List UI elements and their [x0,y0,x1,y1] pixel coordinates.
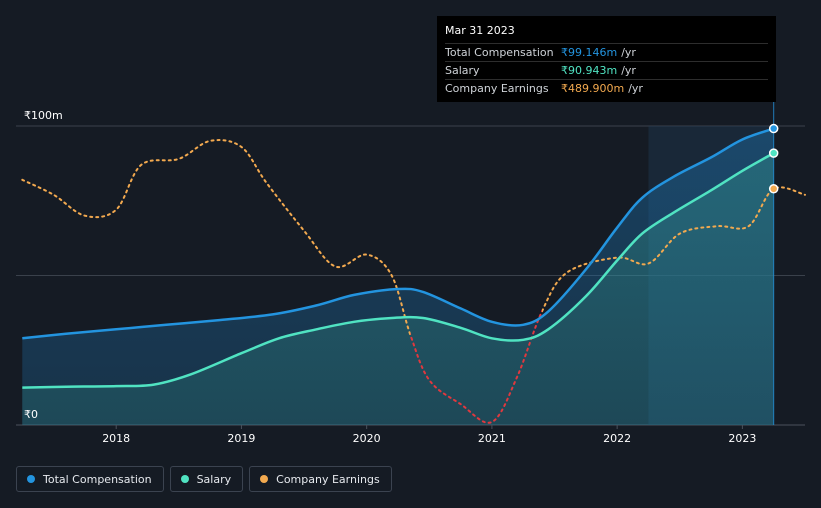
tooltip-row-salary: Salary ₹90.943m /yr [445,61,768,79]
tooltip-label: Company Earnings [445,82,549,95]
tooltip-date: Mar 31 2023 [445,24,515,37]
x-tick-label: 2020 [353,432,381,445]
tooltip-row-total-compensation: Total Compensation ₹99.146m /yr [445,43,768,61]
tooltip-label: Total Compensation [445,46,554,59]
salary-area [22,153,774,425]
legend-label: Salary [196,472,232,486]
tooltip-label: Salary [445,64,480,77]
tooltip-value: ₹90.943m [561,64,618,77]
legend-label: Total Compensation [43,472,152,486]
x-tick-label: 2021 [478,432,506,445]
total-compensation-point [768,123,779,134]
y-tick-label: ₹0 [24,408,38,421]
legend-item-total-compensation[interactable]: Total Compensation [16,466,164,492]
legend-dot-icon [27,475,35,483]
chart-legend: Total Compensation Salary Company Earnin… [16,466,392,492]
legend-label: Company Earnings [276,472,380,486]
tooltip-value: ₹489.900m [561,82,625,95]
y-tick-label: ₹100m [24,109,63,122]
tooltip-unit: /yr [621,64,636,77]
legend-item-company-earnings[interactable]: Company Earnings [249,466,392,492]
salary-line [22,152,775,389]
x-tick-label: 2022 [603,432,631,445]
x-tick-label: 2019 [227,432,255,445]
legend-item-salary[interactable]: Salary [169,466,244,492]
x-tick-label: 2023 [728,432,756,445]
company-earnings-point [768,184,779,194]
tooltip-unit: /yr [621,46,636,59]
tooltip-value: ₹99.146m [561,46,618,59]
legend-dot-icon [260,475,269,483]
company-earnings-line-low-segment [410,309,542,424]
legend-dot-icon [180,475,189,483]
x-tick-label: 2018 [102,432,130,445]
salary-point [768,148,779,158]
tooltip-row-company-earnings: Company Earnings ₹489.900m /yr [445,79,768,97]
chart-tooltip: Mar 31 2023 Total Compensation ₹99.146m … [437,16,776,102]
tooltip-unit: /yr [628,82,643,95]
total-compensation-line [22,127,775,340]
